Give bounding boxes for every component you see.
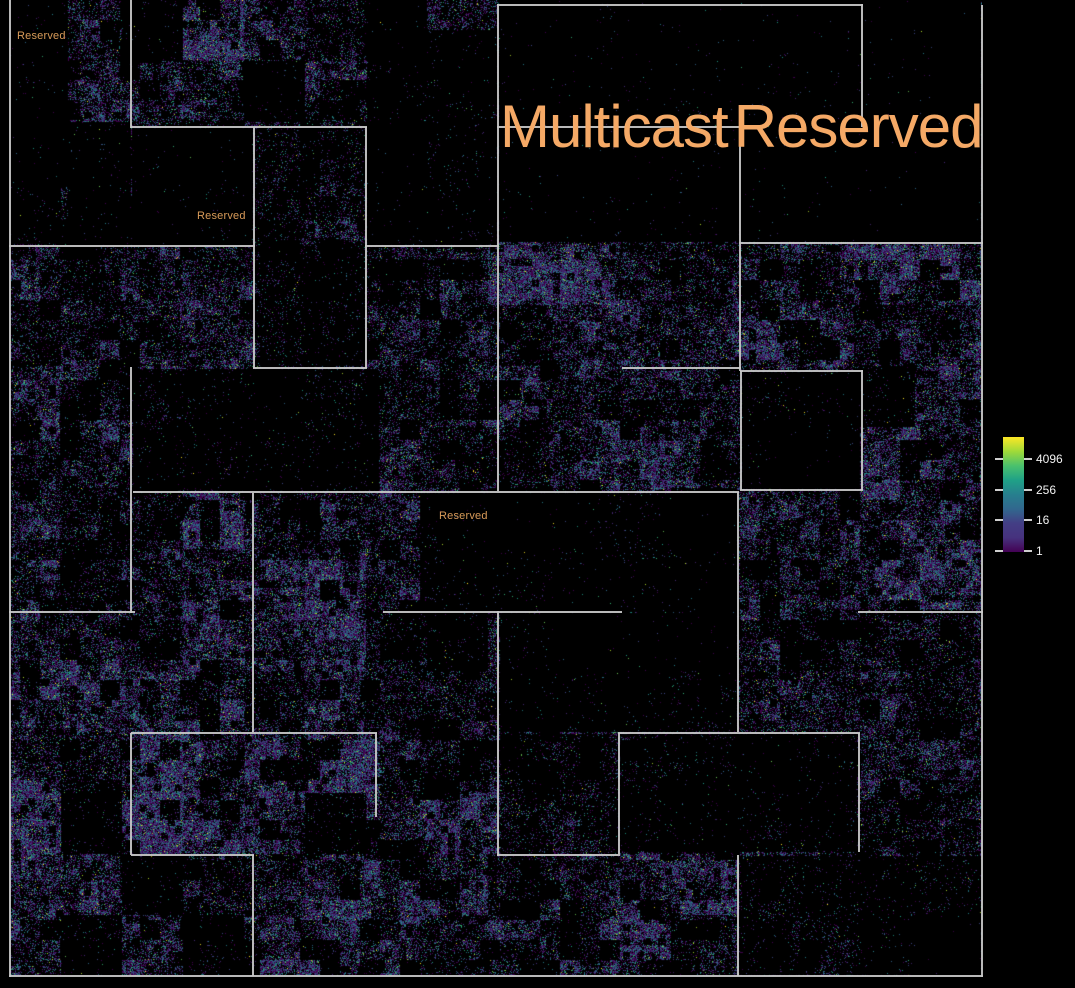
prefix-boundary-line xyxy=(131,732,377,734)
annotation-reserved-1: Reserved xyxy=(197,210,246,222)
prefix-boundary-line xyxy=(618,733,620,854)
legend-tick-mark xyxy=(995,458,1003,460)
prefix-boundary-line xyxy=(740,370,863,372)
prefix-boundary-line xyxy=(858,611,983,613)
prefix-boundary-line xyxy=(130,367,132,613)
legend-tick-mark xyxy=(1024,519,1032,521)
prefix-boundary-line xyxy=(375,733,377,817)
prefix-boundary-line xyxy=(131,854,254,856)
legend-tick-mark xyxy=(1024,489,1032,491)
legend-tick-label-16: 16 xyxy=(1036,513,1050,527)
legend-tick-label-4096: 4096 xyxy=(1036,452,1063,466)
annotation-reserved-2: Reserved xyxy=(439,510,488,522)
prefix-boundary-line xyxy=(252,855,254,976)
legend-tick-mark xyxy=(1024,550,1032,552)
prefix-boundary-line xyxy=(253,127,255,368)
prefix-boundary-line xyxy=(131,126,367,128)
prefix-boundary-line xyxy=(740,489,863,491)
prefix-boundary-line xyxy=(497,4,863,6)
legend-tick-mark xyxy=(1024,458,1032,460)
prefix-boundary-line xyxy=(253,367,367,369)
annotation-large: Multicast Reserved xyxy=(500,93,984,160)
prefix-boundary-line xyxy=(740,371,742,490)
annotation-multicast-label: Multicast xyxy=(500,93,729,160)
legend-tick-label-1: 1 xyxy=(1036,544,1043,558)
prefix-boundary-line xyxy=(739,242,983,244)
prefix-boundary-line xyxy=(497,854,620,856)
prefix-boundary-line xyxy=(252,493,254,732)
prefix-boundary-line xyxy=(9,245,255,247)
prefix-boundary-line xyxy=(737,855,739,976)
prefix-boundary-line xyxy=(365,127,367,368)
prefix-boundary-line xyxy=(737,492,739,732)
prefix-boundary-line xyxy=(383,611,622,613)
prefix-boundary-line xyxy=(497,126,741,128)
prefix-boundary-line xyxy=(739,127,741,371)
annotation-reserved-0: Reserved xyxy=(17,30,66,42)
legend-gradient-bar xyxy=(1003,437,1024,552)
prefix-boundary-line xyxy=(497,4,499,491)
prefix-boundary-line xyxy=(497,611,499,856)
legend-tick-mark xyxy=(995,519,1003,521)
prefix-boundary-line xyxy=(622,367,741,369)
prefix-boundary-line xyxy=(9,975,983,977)
prefix-boundary-line xyxy=(9,0,11,977)
prefix-boundary-line xyxy=(861,4,863,127)
heatmap-canvas xyxy=(10,0,982,976)
prefix-boundary-line xyxy=(133,491,739,493)
prefix-boundary-line xyxy=(858,733,860,852)
prefix-boundary-line xyxy=(9,611,135,613)
prefix-boundary-line xyxy=(981,5,983,977)
prefix-boundary-line xyxy=(861,370,863,490)
prefix-boundary-line xyxy=(130,733,132,855)
legend-tick-mark xyxy=(995,489,1003,491)
prefix-boundary-line xyxy=(365,245,499,247)
prefix-boundary-line xyxy=(618,732,860,734)
legend-tick-mark xyxy=(995,550,1003,552)
annotation-reserved-large-label: Reserved xyxy=(733,93,984,160)
legend-tick-label-256: 256 xyxy=(1036,483,1057,497)
prefix-boundary-line xyxy=(130,0,132,128)
